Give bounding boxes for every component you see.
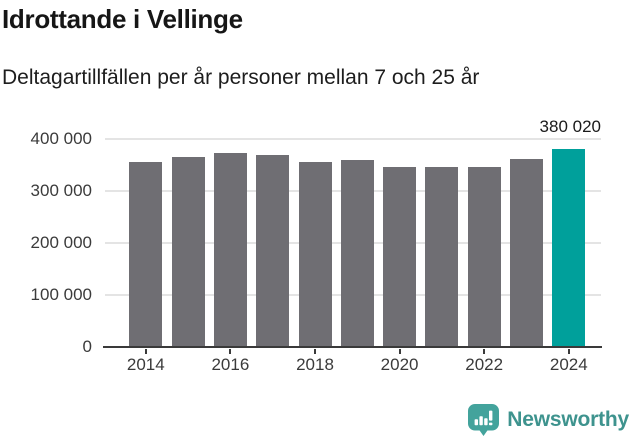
gridline — [105, 138, 601, 140]
newsworthy-brand-link[interactable]: Newsworthy — [467, 403, 629, 437]
x-axis-tick-label: 2020 — [380, 355, 419, 374]
bar-2016 — [213, 152, 247, 347]
bar-2023 — [510, 158, 543, 347]
x-axis-tick-label: 2014 — [126, 355, 165, 374]
x-axis-tick — [144, 348, 147, 354]
bar-2021 — [425, 166, 459, 347]
x-axis-tick — [229, 348, 232, 354]
x-axis-tick — [398, 348, 401, 354]
x-axis-line — [103, 345, 602, 348]
newsworthy-brand: Newsworthy — [507, 408, 629, 431]
newsworthy-logo-icon — [468, 404, 500, 436]
y-axis-labels: 400 000 300 000 200 000 100 000 0 — [0, 130, 92, 356]
x-axis-tick-label: 2018 — [296, 355, 334, 374]
y-axis-tick-label: 100 000 — [30, 285, 92, 304]
bar-2020 — [383, 166, 417, 347]
bar-2019 — [340, 159, 374, 347]
y-axis-tick-label: 0 — [82, 337, 92, 356]
bar-2014 — [129, 162, 163, 347]
x-axis-tick-label: 2022 — [465, 355, 504, 374]
x-axis-tick — [314, 348, 316, 354]
bar-2022 — [467, 166, 501, 347]
y-axis-tick-label: 300 000 — [30, 181, 92, 200]
bar-2024 — [552, 149, 586, 347]
bar-2015 — [171, 156, 205, 347]
bar-2018 — [298, 161, 332, 347]
y-axis-tick-label: 200 000 — [30, 233, 92, 252]
x-axis-tick — [567, 348, 570, 354]
y-axis-tick-label: 400 000 — [30, 129, 92, 148]
plot-area: 2014 2016 2018 2020 2022 2024 380 020 — [103, 118, 602, 374]
x-axis-tick — [483, 348, 486, 354]
x-axis-tick-label: 2016 — [211, 355, 250, 374]
bar-chart: 400 000 300 000 200 000 100 000 0 2014 2016 20… — [0, 118, 631, 374]
bar-2017 — [256, 155, 290, 347]
chart-subtitle: Deltagartillfällen per år personer mella… — [2, 66, 480, 89]
x-axis-tick-label: 2024 — [549, 355, 588, 374]
newsworthy-logo-bubble — [468, 404, 500, 436]
page-title: Idrottande i Vellinge — [2, 4, 243, 34]
bar-value-label: 380 020 — [539, 117, 601, 136]
